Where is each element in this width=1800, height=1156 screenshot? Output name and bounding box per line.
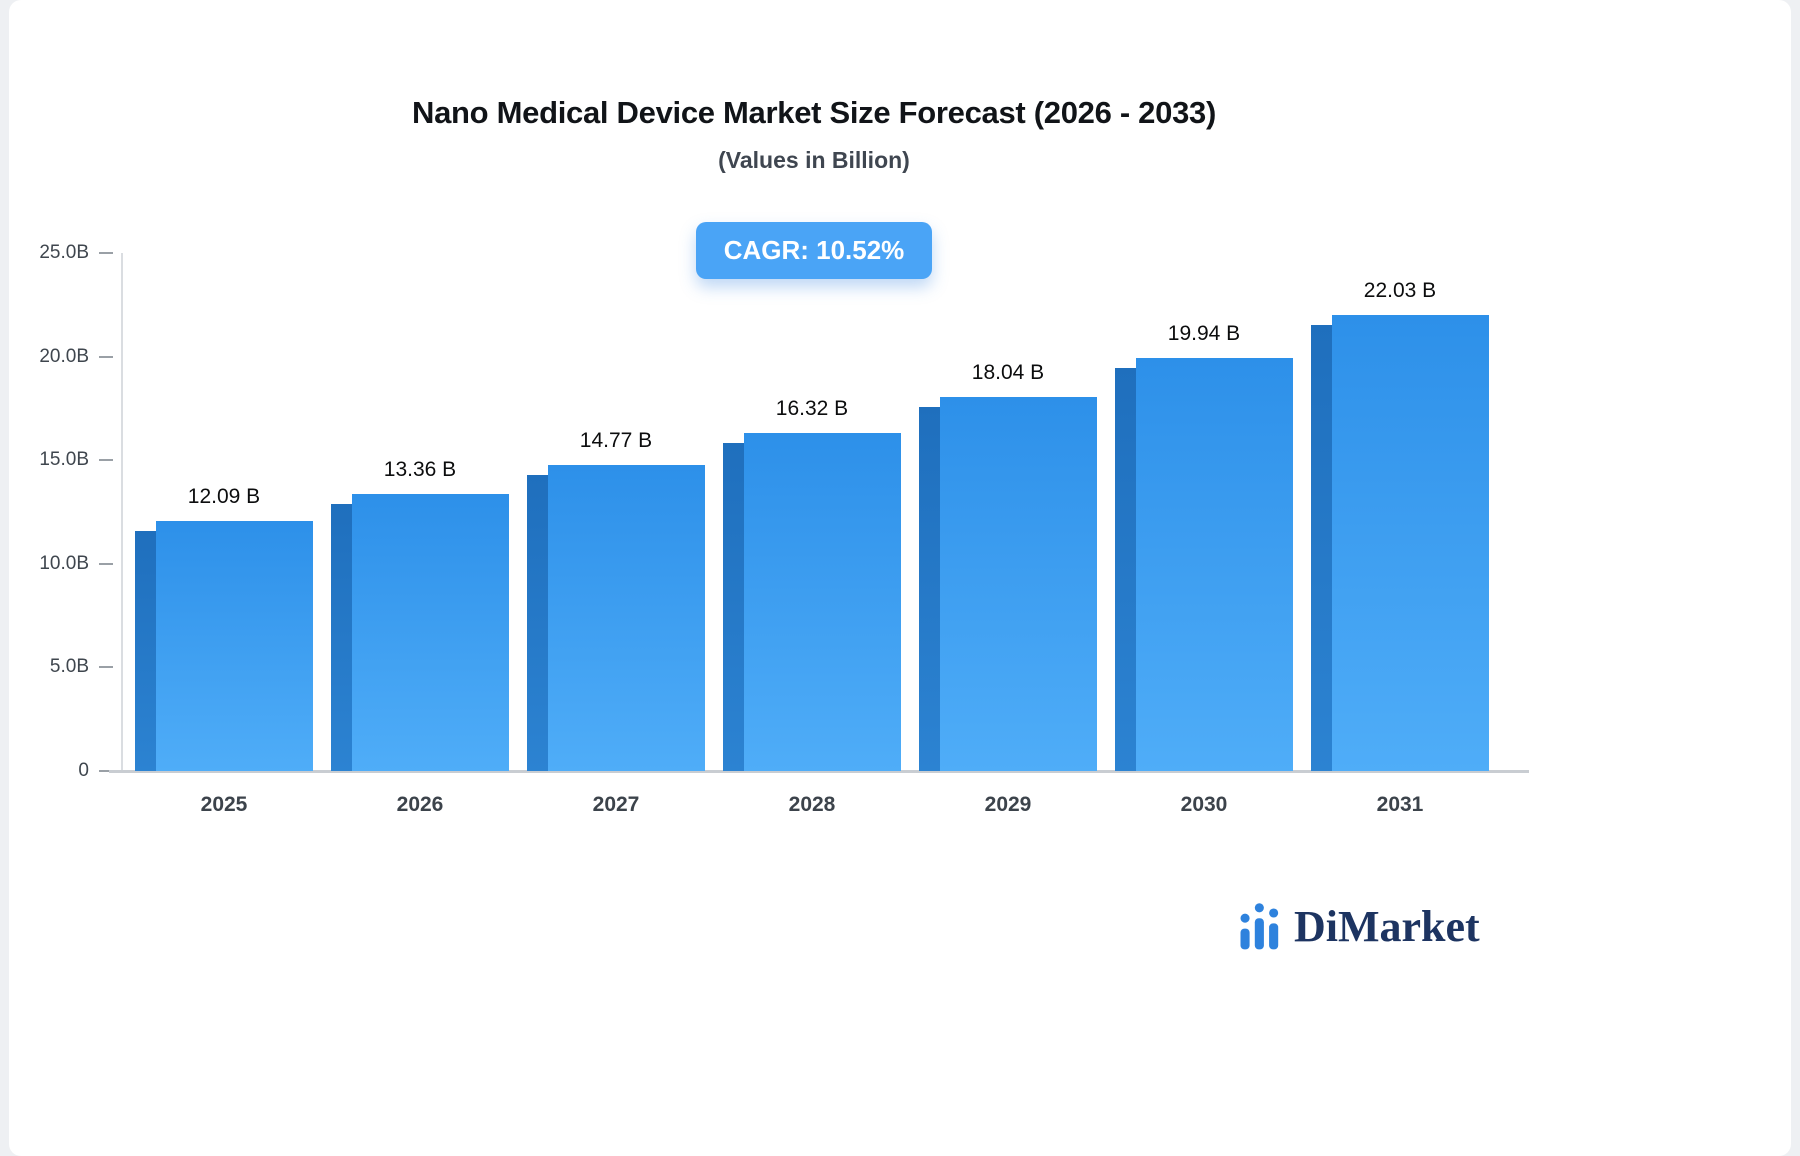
y-axis-line	[121, 253, 123, 771]
bar: 14.77 B	[527, 429, 705, 771]
bar-column: 12.09 B 2025	[135, 253, 313, 816]
y-tick-mark	[99, 459, 113, 462]
bar-column: 16.32 B 2028	[723, 253, 901, 816]
logo-text: DiMarket	[1294, 901, 1480, 951]
bar-face	[1332, 314, 1489, 771]
chart-subtitle: (Values in Billion)	[718, 147, 910, 173]
bar-side-shade	[135, 530, 156, 771]
y-tick-label: 10.0B	[39, 552, 89, 574]
bar: 12.09 B	[135, 485, 313, 771]
y-tick-label: 25.0B	[39, 242, 89, 263]
badge-row: CAGR: 10.52%	[9, 222, 1619, 279]
y-tick-label: 20.0B	[39, 345, 89, 367]
bar-value-label: 16.32 B	[775, 396, 849, 420]
y-tick-label: 0	[78, 760, 89, 781]
bar: 16.32 B	[723, 397, 901, 771]
x-axis-label: 2026	[396, 793, 444, 816]
y-tick-mark	[99, 666, 113, 669]
bar-column: 19.94 B 2030	[1115, 253, 1293, 816]
bar-face	[548, 464, 705, 771]
bar-side-shade	[527, 474, 548, 771]
bar-value-label: 22.03 B	[1363, 278, 1437, 302]
bar: 22.03 B	[1311, 279, 1489, 771]
y-tick: 15.0B	[9, 449, 113, 471]
y-tick-mark	[99, 562, 113, 565]
y-tick: 5.0B	[9, 656, 113, 678]
y-axis: 0 5.0B 10.0B 15.0B 20.0B 25.0B	[9, 242, 121, 781]
logo-bars-icon	[1237, 900, 1283, 952]
logo: DiMarket	[1237, 900, 1480, 952]
plot-area: 12.09 B 2025 13.36 B 2026 14.77 B 2027 16.32 B…	[109, 253, 1529, 816]
bar-value-label: 19.94 B	[1167, 321, 1241, 345]
bar-face	[156, 520, 313, 771]
y-tick: 0	[9, 760, 113, 782]
bar-face	[940, 397, 1097, 771]
chart-card: Nano Medical Device Market Size Forecast…	[9, 0, 1791, 1156]
x-axis-label: 2028	[788, 793, 836, 816]
bar-side-shade	[919, 407, 940, 771]
y-tick: 25.0B	[9, 242, 113, 264]
x-axis-label: 2025	[200, 793, 248, 816]
bar-side-shade	[1311, 324, 1332, 771]
bar-side-shade	[331, 504, 352, 771]
x-axis-label: 2027	[592, 793, 640, 816]
bar-column: 22.03 B 2031	[1311, 253, 1489, 816]
cagr-badge: CAGR: 10.52%	[695, 222, 933, 279]
bar: 19.94 B	[1115, 322, 1293, 771]
bar-face	[1136, 357, 1293, 771]
y-tick-label: 5.0B	[49, 656, 89, 678]
chart-title: Nano Medical Device Market Size Forecast…	[412, 95, 1216, 130]
bar-value-label: 18.04 B	[971, 361, 1045, 385]
x-axis-baseline	[109, 770, 1529, 773]
y-tick-label: 15.0B	[39, 449, 89, 471]
chart-header: Nano Medical Device Market Size Forecast…	[9, 95, 1619, 174]
bar-column: 18.04 B 2029	[919, 253, 1097, 816]
x-axis-label: 2029	[984, 793, 1032, 816]
bar-value-label: 12.09 B	[187, 484, 261, 508]
x-axis-label: 2030	[1180, 793, 1228, 816]
bar-value-label: 14.77 B	[579, 428, 653, 452]
y-tick: 10.0B	[9, 553, 113, 575]
y-tick-mark	[99, 355, 113, 358]
bar-column: 13.36 B 2026	[331, 253, 509, 816]
y-tick-mark	[99, 252, 113, 254]
bar-value-label: 13.36 B	[383, 458, 457, 482]
bar-column: 14.77 B 2027	[527, 253, 705, 816]
bar-face	[744, 432, 901, 771]
y-tick-mark	[99, 770, 113, 772]
bar-face	[352, 494, 509, 771]
bar-side-shade	[723, 442, 744, 771]
bar-side-shade	[1115, 367, 1136, 771]
bar: 13.36 B	[331, 458, 509, 771]
y-tick: 20.0B	[9, 346, 113, 368]
bar: 18.04 B	[919, 361, 1097, 771]
x-axis-label: 2031	[1376, 793, 1424, 816]
